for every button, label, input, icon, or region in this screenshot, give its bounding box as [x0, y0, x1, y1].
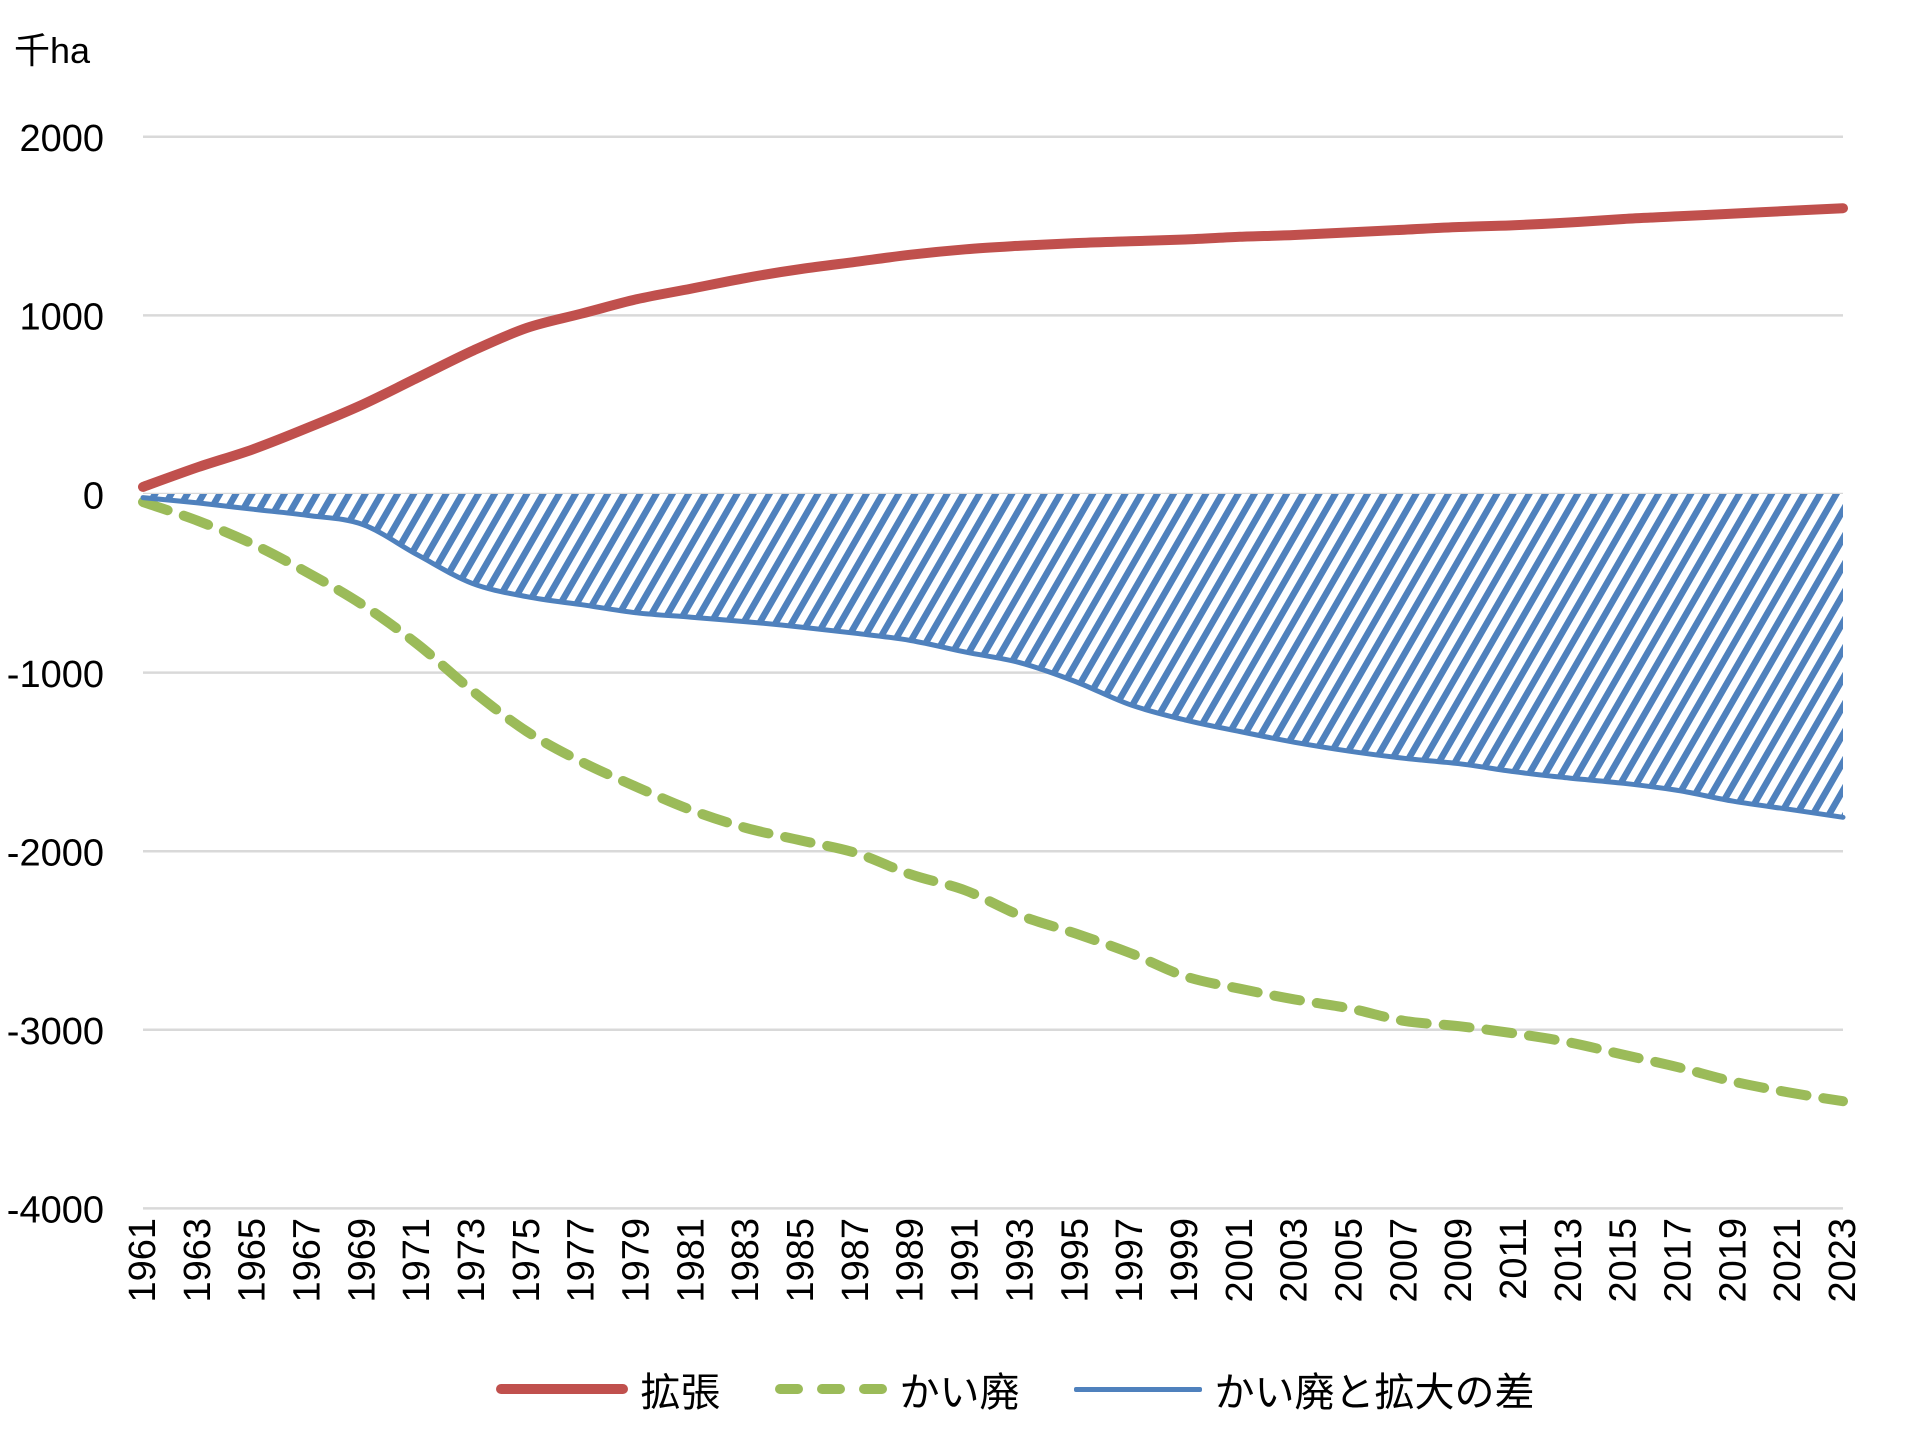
- y-tick-label: -3000: [7, 1011, 104, 1053]
- x-tick-label: 1989: [890, 1218, 932, 1303]
- x-tick-label: 1985: [780, 1218, 822, 1303]
- y-axis-unit-label: 千ha: [14, 30, 91, 71]
- x-tick-label: 1965: [232, 1218, 274, 1303]
- y-axis-tick-labels: 2000 1000 0 -1000 -2000 -3000 -4000: [7, 118, 104, 1232]
- legend-thin-line-icon: [1073, 1386, 1202, 1392]
- x-tick-label: 1993: [999, 1218, 1041, 1303]
- x-tick-label: 1967: [287, 1218, 329, 1303]
- y-tick-label: -1000: [7, 654, 104, 696]
- legend-item-difference: かい廃と拡大の差: [1073, 1360, 1535, 1418]
- y-tick-label: 2000: [19, 118, 104, 160]
- x-tick-label: 2023: [1822, 1218, 1864, 1303]
- y-tick-label: -4000: [7, 1190, 104, 1232]
- y-tick-label: -2000: [7, 833, 104, 875]
- x-tick-label: 2015: [1603, 1218, 1645, 1303]
- x-tick-label: 1977: [561, 1218, 603, 1303]
- legend-solid-line-icon: [495, 1384, 628, 1394]
- x-tick-label: 2019: [1712, 1218, 1754, 1303]
- legend-dash-segment: [816, 1384, 845, 1394]
- legend-label-abolition: かい廃: [899, 1371, 1020, 1415]
- x-tick-label: 1987: [835, 1218, 877, 1303]
- x-tick-label: 1997: [1109, 1218, 1151, 1303]
- x-tick-label: 2021: [1767, 1218, 1809, 1303]
- x-tick-label: 1963: [177, 1218, 219, 1303]
- x-tick-label: 1973: [451, 1218, 493, 1303]
- legend-dash-segment: [858, 1384, 887, 1394]
- x-tick-label: 2011: [1493, 1218, 1535, 1300]
- x-tick-label: 1991: [945, 1218, 987, 1303]
- legend-label-expansion: 拡張: [640, 1371, 721, 1415]
- legend-label-difference: かい廃と拡大の差: [1214, 1371, 1535, 1415]
- series-line-abolition: [138, 497, 1848, 1107]
- x-tick-label: 1999: [1164, 1218, 1206, 1303]
- x-tick-label: 1981: [670, 1218, 712, 1303]
- x-tick-label: 1971: [396, 1218, 438, 1303]
- x-tick-label: 1975: [506, 1218, 548, 1303]
- x-tick-label: 1969: [341, 1218, 383, 1303]
- x-tick-label: 1961: [122, 1218, 164, 1303]
- x-tick-label: 2001: [1219, 1218, 1261, 1303]
- chart-legend: 拡張 かい廃 かい廃と拡大の差: [62, 1360, 1906, 1418]
- legend-item-abolition: かい廃: [774, 1360, 1020, 1418]
- x-tick-label: 1983: [725, 1218, 767, 1303]
- x-tick-label: 1995: [1054, 1218, 1096, 1303]
- x-tick-label: 2013: [1548, 1218, 1590, 1303]
- x-tick-label: 2005: [1329, 1218, 1371, 1303]
- y-tick-label: 1000: [19, 297, 104, 339]
- x-axis-tick-labels: 1961 1963 1965 1967 1969 1971 1973 1975 1977 1979…: [122, 1218, 1864, 1303]
- series-line-expansion: [138, 203, 1848, 492]
- x-tick-label: 2009: [1438, 1218, 1480, 1303]
- legend-dashed-line-icon: [774, 1384, 887, 1394]
- data-series: [138, 203, 1848, 1107]
- y-tick-label: 0: [83, 475, 104, 517]
- x-tick-label: 1979: [616, 1218, 658, 1303]
- x-tick-label: 2007: [1383, 1218, 1425, 1303]
- legend-dash-segment: [774, 1384, 803, 1394]
- series-line-difference: [140, 495, 1846, 820]
- x-tick-label: 2017: [1658, 1218, 1700, 1303]
- legend-item-expansion: 拡張: [495, 1360, 721, 1418]
- x-tick-label: 2003: [1274, 1218, 1316, 1303]
